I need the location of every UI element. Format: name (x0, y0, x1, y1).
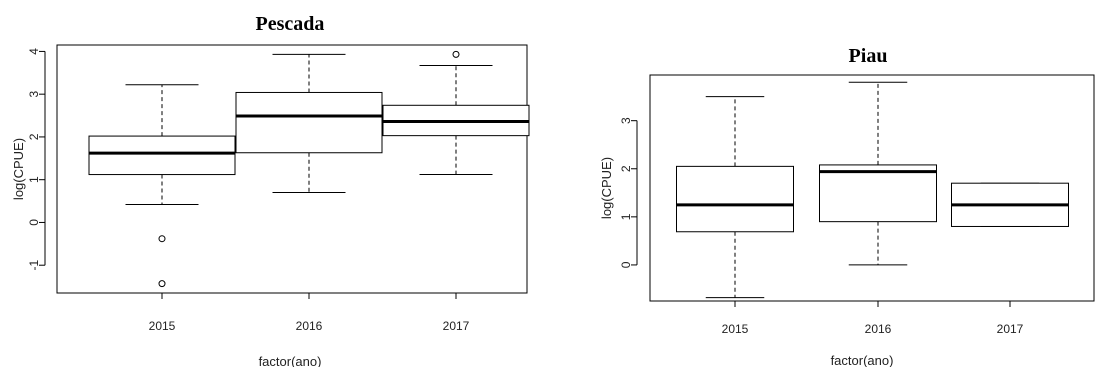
box-2017 (951, 182, 1069, 227)
y-tick-label: 2 (619, 165, 633, 172)
outlier-point (158, 280, 166, 288)
x-tick-label: 2015 (149, 319, 176, 333)
box-2015 (88, 84, 236, 288)
box-iqr (676, 165, 794, 233)
chart-title: Piau (849, 45, 888, 67)
y-axis: -1 0 1 2 3 4 (27, 48, 46, 271)
y-tick-label: 3 (619, 117, 633, 124)
y-tick-label: 0 (619, 261, 633, 268)
chart-panel-2: Piau 0 1 2 3 log(CPUE) 2015 2016 2017 factor(ano) (599, 45, 1095, 367)
y-tick-label: 3 (27, 91, 41, 98)
box-2016 (235, 53, 383, 194)
y-tick-label: 1 (27, 176, 41, 183)
y-tick-label: 0 (27, 219, 41, 226)
y-axis: 0 1 2 3 (619, 117, 638, 268)
box-iqr (235, 91, 383, 154)
x-axis: 2015 2016 2017 (722, 300, 1024, 336)
y-axis-label: log(CPUE) (599, 157, 614, 219)
y-tick-label: -1 (27, 260, 41, 271)
x-axis: 2015 2016 2017 (149, 292, 470, 333)
box-2016 (819, 81, 937, 266)
y-tick-label: 4 (27, 48, 41, 55)
box-2015 (676, 96, 794, 299)
box-iqr (88, 135, 236, 176)
y-tick-label: 1 (619, 213, 633, 220)
x-tick-label: 2016 (296, 319, 323, 333)
x-axis-label: factor(ano) (259, 354, 322, 367)
x-tick-label: 2016 (865, 322, 892, 336)
x-tick-label: 2017 (443, 319, 470, 333)
chart-title: Pescada (256, 13, 325, 35)
outlier-point (452, 50, 460, 58)
x-tick-label: 2017 (997, 322, 1024, 336)
box-iqr (819, 164, 937, 223)
y-tick-label: 2 (27, 133, 41, 140)
outlier-point (158, 235, 166, 243)
x-axis-label: factor(ano) (831, 353, 894, 367)
y-axis-label: log(CPUE) (11, 138, 26, 200)
chart-panel-1: Pescada -1 0 1 2 3 4 log(CPUE) 2015 2016 2017 facto… (11, 13, 530, 367)
x-tick-label: 2015 (722, 322, 749, 336)
box-2017 (382, 50, 530, 176)
